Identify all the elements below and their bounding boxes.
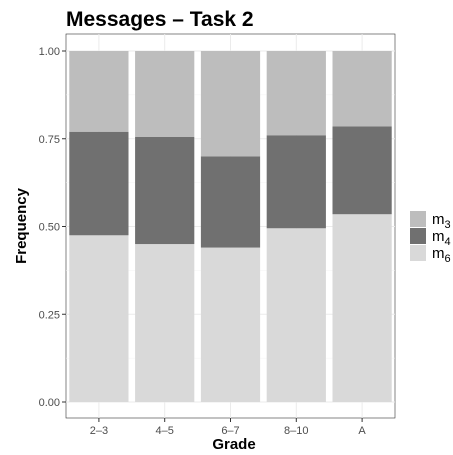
bar-segment-m3 [69, 51, 129, 132]
bar-segment-m3 [200, 51, 261, 157]
bar-segment-m3 [135, 51, 195, 137]
bar-segment-m4 [200, 156, 261, 248]
y-tick-label: 0.75 [39, 134, 60, 146]
bar-segment-m3 [266, 51, 326, 136]
bars [69, 51, 392, 402]
legend-label-m4: m4 [432, 228, 451, 248]
y-tick-label: 0.00 [39, 397, 60, 409]
y-axis-ticks: 0.00 0.25 0.50 0.75 1.00 [39, 46, 66, 409]
x-tick-label: 2–3 [90, 425, 108, 437]
x-tick-label: 4–5 [156, 425, 174, 437]
bar-segment-m6 [200, 247, 261, 402]
bar-segment-m4 [332, 126, 392, 215]
bar-segment-m4 [266, 135, 326, 229]
legend-key-m6 [410, 245, 426, 261]
y-tick-label: 0.50 [39, 222, 60, 234]
bar-segment-m6 [135, 244, 195, 402]
x-axis-title: Grade [212, 436, 255, 453]
legend-key-m4 [410, 228, 426, 244]
bar-segment-m6 [332, 214, 392, 402]
bar-segment-m6 [266, 228, 326, 402]
x-tick-label: 6–7 [221, 425, 239, 437]
legend-label-m6: m6 [432, 245, 451, 265]
y-axis-title: Frequency [13, 187, 30, 264]
y-tick-label: 1.00 [39, 46, 60, 58]
bar-segment-m4 [135, 136, 195, 245]
bar-segment-m3 [332, 51, 392, 127]
legend-key-m3 [410, 211, 426, 227]
x-tick-label: 8–10 [284, 425, 308, 437]
y-tick-label: 0.25 [39, 309, 60, 321]
bar-segment-m6 [69, 235, 129, 402]
legend-label-m3: m3 [432, 211, 451, 231]
x-tick-label: A [358, 425, 366, 437]
x-axis-ticks: 2–3 4–5 6–7 8–10 A [90, 418, 366, 437]
bar-segment-m4 [69, 131, 129, 236]
chart-title: Messages – Task 2 [66, 8, 254, 31]
